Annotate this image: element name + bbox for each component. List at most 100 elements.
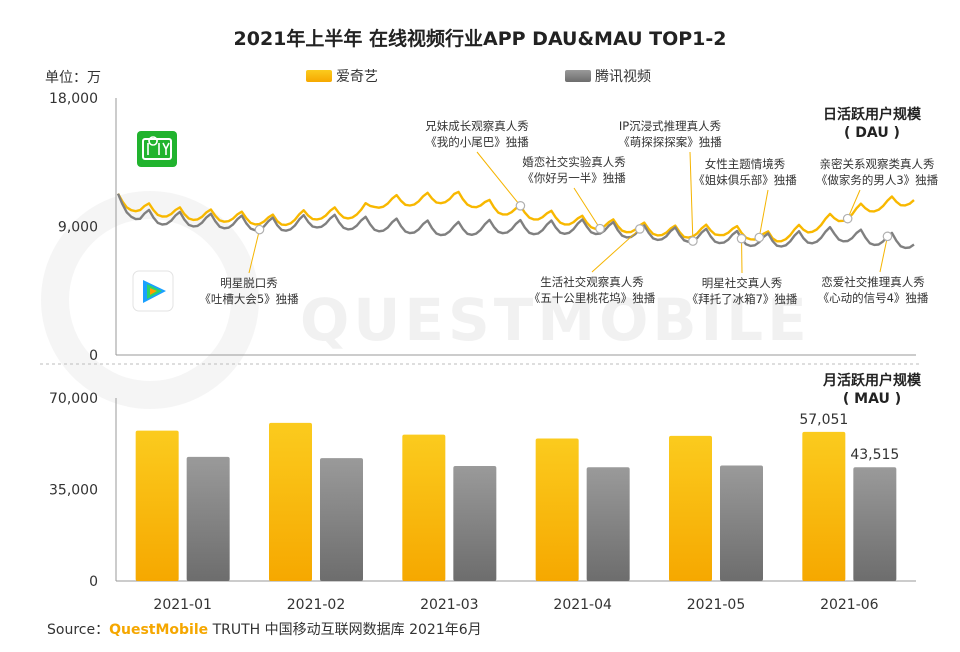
annotation: IP沉浸式推理真人秀《萌探探探案》独播: [618, 119, 722, 246]
mau-x-category-label: 2021-03: [420, 597, 479, 613]
annotation-marker: [635, 224, 645, 234]
annotation-leader: [758, 189, 769, 238]
legend-swatch-iqiyi: [306, 70, 332, 82]
annotation-text: 亲密关系观察类真人秀: [820, 157, 935, 171]
annotation-marker: [882, 231, 893, 242]
mau-bar-tencent: [720, 465, 763, 581]
mau-y-tick-label: 0: [89, 574, 98, 590]
dau-line-iqiyi: [116, 190, 915, 243]
annotation-text: 婚恋社交实验真人秀: [522, 155, 626, 169]
tencent-video-app-icon: [132, 270, 174, 312]
legend-item-tencent: 腾讯视频: [565, 68, 651, 85]
annotation-text: 恋爱社交推理真人秀: [821, 275, 925, 289]
mau-x-category-label: 2021-02: [287, 597, 346, 613]
mau-bar-iqiyi: [402, 434, 446, 581]
annotation: 明星脱口秀《吐槽大会5》独播: [199, 224, 299, 306]
annotation-leader: [573, 187, 601, 229]
annotation-text: 《我的小尾巴》独播: [425, 135, 529, 149]
dau-line-tencent: [116, 193, 915, 250]
annotation-text: 《拜托了冰箱7》独播: [687, 292, 798, 306]
mau-bar-tencent: [453, 465, 497, 581]
mau-bar-tencent: [186, 456, 230, 581]
mau-x-category-label: 2021-06: [820, 597, 879, 613]
annotation: 婚恋社交实验真人秀《你好另一半》独播: [522, 155, 626, 234]
annotation: 兄妹成长观察真人秀《我的小尾巴》独播: [425, 119, 529, 211]
legend-label-iqiyi: 爱奇艺: [336, 68, 378, 85]
annotation-text: 《吐槽大会5》独播: [199, 292, 299, 306]
dau-panel: 0 9,000 18,000 日活跃用户规模 ( DAU ) 明星脱口秀《吐槽大会5…: [49, 91, 939, 364]
annotation-text: 《萌探探探案》独播: [618, 135, 722, 149]
iqiyi-icon-glyph: [147, 136, 170, 155]
annotation-leader: [847, 189, 861, 219]
source-line: Source：QuestMobile TRUTH 中国移动互联网数据库 2021…: [47, 622, 482, 638]
annotation-leader: [248, 229, 260, 274]
annotation-text: IP沉浸式推理真人秀: [619, 119, 722, 133]
annotation-marker: [842, 213, 853, 224]
source-rest: TRUTH 中国移动互联网数据库 2021年6月: [208, 622, 482, 638]
annotation-leader: [689, 151, 694, 242]
chart-title: 2021年上半年 在线视频行业APP DAU&MAU TOP1-2: [234, 27, 727, 50]
annotation-marker: [595, 223, 605, 234]
annotation-marker: [736, 233, 747, 244]
iqiyi-app-icon: [137, 131, 177, 167]
annotation-marker: [688, 236, 698, 246]
mau-bar-tencent: [853, 467, 897, 581]
annotation-text: 《你好另一半》独播: [522, 171, 626, 185]
annotation-leader: [476, 151, 521, 207]
mau-data-label: 57,051: [799, 412, 848, 428]
mau-section-subtitle: ( MAU ): [843, 391, 901, 407]
annotation-text: 《姐妹俱乐部》独播: [693, 173, 797, 187]
annotation-text: 女性主题情境秀: [705, 157, 786, 171]
annotation-marker: [254, 224, 265, 235]
annotation: 明星社交真人秀《拜托了冰箱7》独播: [687, 233, 798, 306]
unit-label: 单位：万: [45, 70, 101, 86]
annotation: 女性主题情境秀《姐妹俱乐部》独播: [693, 157, 797, 243]
mau-x-category-label: 2021-04: [553, 597, 612, 613]
annotation: 亲密关系观察类真人秀《做家务的男人3》独播: [816, 157, 939, 224]
mau-bar-iqiyi: [802, 431, 846, 581]
mau-x-category-label: 2021-05: [687, 597, 746, 613]
legend-item-iqiyi: 爱奇艺: [306, 68, 378, 85]
annotation-text: 明星脱口秀: [220, 276, 278, 290]
annotation-marker: [515, 200, 526, 211]
mau-y-tick-label: 35,000: [49, 483, 98, 499]
mau-x-categories: 2021-01 2021-02 2021-03 2021-04 2021-05 2021-…: [153, 597, 878, 613]
annotation-leader: [879, 236, 888, 273]
annotation-text: 《心动的信号4》独播: [818, 291, 929, 305]
mau-bar-tencent: [320, 458, 363, 581]
mau-bar-iqiyi: [269, 422, 312, 581]
annotation-text: 《五十公里桃花坞》独播: [529, 291, 656, 305]
mau-bar-iqiyi: [535, 438, 579, 581]
source-brand: QuestMobile: [109, 622, 208, 638]
dau-lines: [116, 190, 915, 250]
legend: 爱奇艺 腾讯视频: [306, 68, 651, 85]
tencent-icon-play-orange: [150, 288, 157, 295]
mau-y-tick-label: 70,000: [49, 391, 98, 407]
dau-y-tick-label: 0: [89, 348, 98, 364]
mau-bar-iqiyi: [669, 435, 712, 581]
mau-bars: [135, 422, 897, 581]
source-prefix: Source：: [47, 622, 109, 638]
annotation-text: 生活社交观察真人秀: [540, 275, 644, 289]
annotation-leader: [591, 228, 641, 273]
annotation-marker: [754, 232, 765, 243]
annotation: 生活社交观察真人秀《五十公里桃花坞》独播: [529, 224, 656, 305]
dau-y-tick-label: 9,000: [58, 220, 98, 236]
mau-data-label: 43,515: [850, 447, 899, 463]
mau-y-ticks: 0 35,000 70,000: [49, 391, 98, 590]
annotation-text: 《做家务的男人3》独播: [816, 173, 939, 187]
dau-section-subtitle: ( DAU ): [844, 125, 900, 141]
dau-section-title: 日活跃用户规模: [823, 106, 922, 123]
watermark-text: QUESTMOBILE: [300, 286, 811, 354]
mau-x-category-label: 2021-01: [153, 597, 212, 613]
dau-y-ticks: 0 9,000 18,000: [49, 91, 98, 364]
mau-bar-iqiyi: [135, 430, 179, 581]
legend-label-tencent: 腾讯视频: [595, 68, 651, 85]
legend-swatch-tencent: [565, 70, 591, 82]
mau-bar-tencent: [586, 467, 630, 581]
annotation: 恋爱社交推理真人秀《心动的信号4》独播: [818, 231, 929, 305]
dau-annotations: 明星脱口秀《吐槽大会5》独播 兄妹成长观察真人秀《我的小尾巴》独播婚恋社交实验真人…: [199, 119, 938, 306]
annotation-text: 兄妹成长观察真人秀: [425, 119, 529, 133]
